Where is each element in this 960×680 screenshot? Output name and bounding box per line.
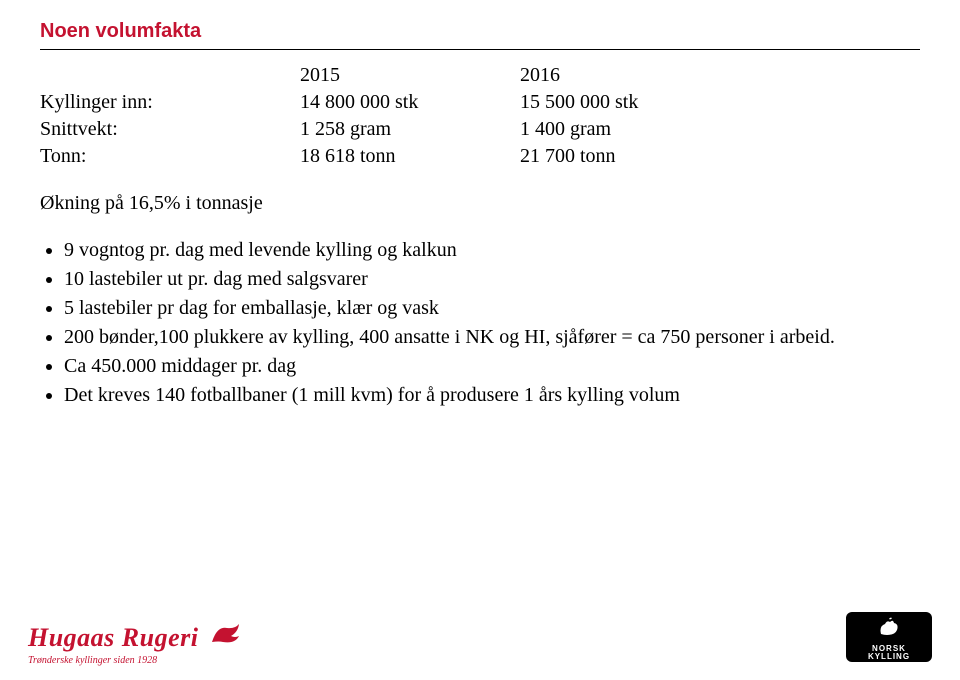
table-header-row: 2015 2016 xyxy=(40,62,740,89)
row-label: Kyllinger inn: xyxy=(40,89,300,116)
header-2015: 2015 xyxy=(300,62,520,89)
list-item: 5 lastebiler pr dag for emballasje, klær… xyxy=(64,295,920,322)
list-item: 10 lastebiler ut pr. dag med salgsvarer xyxy=(64,266,920,293)
row-value-2016: 1 400 gram xyxy=(520,116,740,143)
logo-norsk-kylling: NORSK KYLLING xyxy=(846,612,932,662)
header-empty xyxy=(40,62,300,89)
volume-table: 2015 2016 Kyllinger inn: 14 800 000 stk … xyxy=(40,62,920,170)
list-item: 9 vogntog pr. dag med levende kylling og… xyxy=(64,237,920,264)
bullet-list: 9 vogntog pr. dag med levende kylling og… xyxy=(40,237,920,409)
list-item: 200 bønder,100 plukkere av kylling, 400 … xyxy=(64,324,920,351)
bird-icon xyxy=(209,620,243,653)
logo-right-line2: KYLLING xyxy=(846,653,932,661)
header-2016: 2016 xyxy=(520,62,740,89)
logo-hugaas-rugeri: Hugaas Rugeri Trønderske kyllinger siden… xyxy=(28,620,243,666)
list-item: Det kreves 140 fotballbaner (1 mill kvm)… xyxy=(64,382,920,409)
brand-tagline: Trønderske kyllinger siden 1928 xyxy=(28,655,243,666)
row-label: Tonn: xyxy=(40,143,300,170)
title-rule xyxy=(40,49,920,50)
table-row: Tonn: 18 618 tonn 21 700 tonn xyxy=(40,143,740,170)
growth-line: Økning på 16,5% i tonnasje xyxy=(40,192,920,215)
row-value-2015: 1 258 gram xyxy=(300,116,520,143)
table-row: Snittvekt: 1 258 gram 1 400 gram xyxy=(40,116,740,143)
row-value-2016: 15 500 000 stk xyxy=(520,89,740,116)
footer: Hugaas Rugeri Trønderske kyllinger siden… xyxy=(0,596,960,666)
brand-name: Hugaas Rugeri xyxy=(28,623,199,653)
row-value-2015: 14 800 000 stk xyxy=(300,89,520,116)
list-item: Ca 450.000 middager pr. dag xyxy=(64,353,920,380)
page-title: Noen volumfakta xyxy=(40,20,920,43)
rooster-icon xyxy=(846,616,932,643)
row-value-2015: 18 618 tonn xyxy=(300,143,520,170)
row-label: Snittvekt: xyxy=(40,116,300,143)
table-row: Kyllinger inn: 14 800 000 stk 15 500 000… xyxy=(40,89,740,116)
row-value-2016: 21 700 tonn xyxy=(520,143,740,170)
